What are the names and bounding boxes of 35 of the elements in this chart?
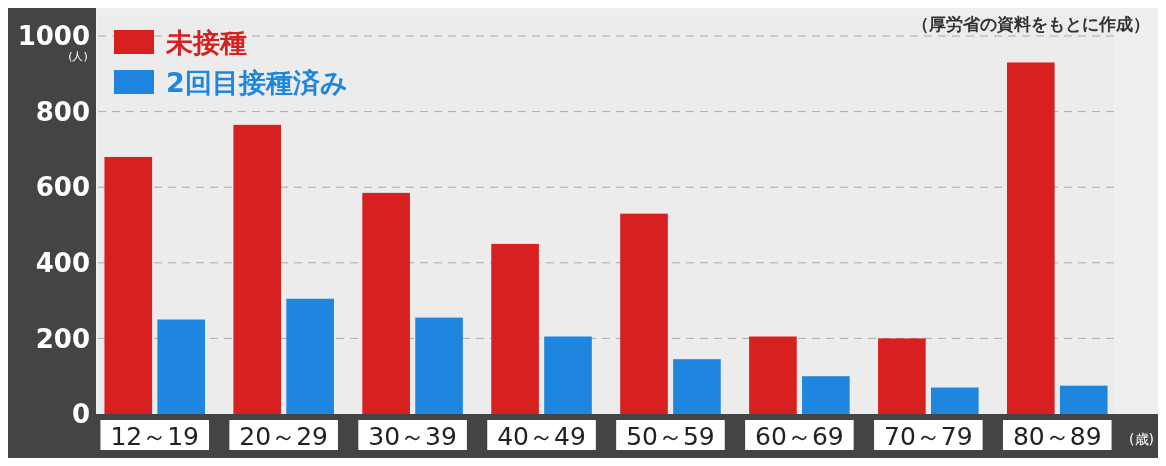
legend-label: 未接種 — [165, 27, 247, 58]
bar — [673, 359, 721, 414]
y-tick-label: 0 — [71, 399, 90, 430]
y-tick-label: 400 — [35, 247, 90, 278]
x-tick-label: 60～69 — [755, 422, 844, 451]
bar — [286, 298, 334, 414]
x-axis-title: (歳) — [1129, 431, 1154, 447]
y-tick-label: 600 — [35, 172, 90, 203]
text: （厚労省の資料をもとに作成） — [912, 14, 1150, 34]
bar — [157, 319, 206, 414]
bar — [104, 156, 153, 414]
x-tick-label: 40～49 — [497, 422, 586, 451]
bar — [749, 336, 797, 414]
bar — [620, 213, 668, 414]
y-tick-label: 800 — [35, 96, 90, 127]
bar — [878, 338, 926, 414]
bar — [1059, 385, 1108, 414]
bar — [415, 317, 463, 414]
x-tick-label: 50～59 — [626, 422, 715, 451]
bar — [544, 336, 592, 414]
bar — [362, 192, 410, 414]
y-tick-label: 1000 — [17, 21, 90, 52]
x-tick-label: 30～39 — [368, 422, 457, 451]
bar — [802, 376, 850, 414]
bar — [930, 387, 979, 414]
y-tick-label: 200 — [35, 323, 90, 354]
bar — [491, 243, 539, 414]
x-tick-label: 12～19 — [110, 422, 200, 451]
y-axis-title: (人) — [68, 50, 88, 63]
bar — [1006, 62, 1055, 414]
x-tick-label: 20～29 — [239, 422, 328, 451]
legend-label: 2回目接種済み — [166, 67, 348, 98]
bar — [233, 124, 282, 414]
x-tick-label: 80～89 — [1012, 422, 1102, 451]
x-tick-label: 70～79 — [884, 422, 973, 451]
